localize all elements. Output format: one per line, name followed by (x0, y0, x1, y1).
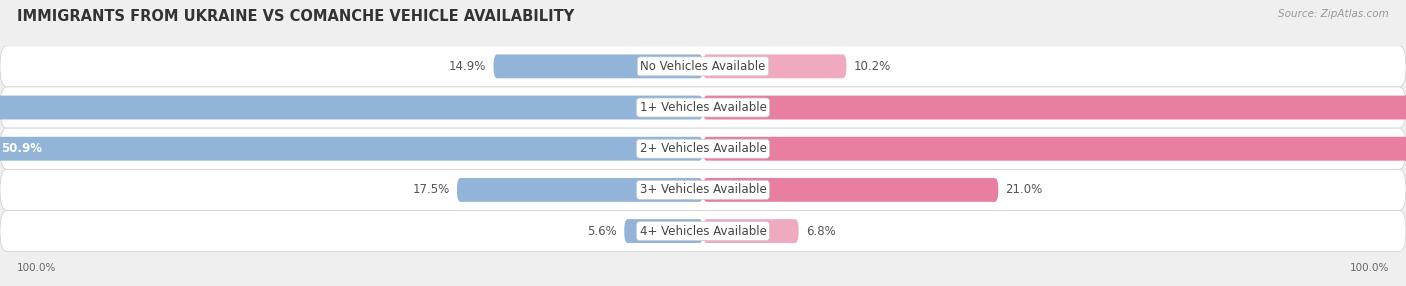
FancyBboxPatch shape (703, 96, 1406, 120)
Text: IMMIGRANTS FROM UKRAINE VS COMANCHE VEHICLE AVAILABILITY: IMMIGRANTS FROM UKRAINE VS COMANCHE VEHI… (17, 9, 574, 23)
Text: 5.6%: 5.6% (588, 225, 617, 238)
Text: 2+ Vehicles Available: 2+ Vehicles Available (640, 142, 766, 155)
Text: 14.9%: 14.9% (449, 60, 486, 73)
Text: 1+ Vehicles Available: 1+ Vehicles Available (640, 101, 766, 114)
FancyBboxPatch shape (703, 137, 1406, 161)
FancyBboxPatch shape (703, 54, 846, 78)
Text: 10.2%: 10.2% (853, 60, 890, 73)
Text: 4+ Vehicles Available: 4+ Vehicles Available (640, 225, 766, 238)
FancyBboxPatch shape (457, 178, 703, 202)
FancyBboxPatch shape (703, 219, 799, 243)
FancyBboxPatch shape (703, 178, 998, 202)
FancyBboxPatch shape (494, 54, 703, 78)
Text: Source: ZipAtlas.com: Source: ZipAtlas.com (1278, 9, 1389, 19)
Text: 50.9%: 50.9% (1, 142, 42, 155)
Text: No Vehicles Available: No Vehicles Available (640, 60, 766, 73)
FancyBboxPatch shape (0, 169, 1406, 210)
Text: 6.8%: 6.8% (806, 225, 835, 238)
FancyBboxPatch shape (0, 87, 1406, 128)
Text: 100.0%: 100.0% (1350, 263, 1389, 273)
Text: 17.5%: 17.5% (413, 183, 450, 196)
FancyBboxPatch shape (0, 46, 1406, 87)
FancyBboxPatch shape (0, 96, 703, 120)
FancyBboxPatch shape (0, 137, 703, 161)
FancyBboxPatch shape (0, 210, 1406, 252)
FancyBboxPatch shape (624, 219, 703, 243)
FancyBboxPatch shape (0, 128, 1406, 169)
Text: 3+ Vehicles Available: 3+ Vehicles Available (640, 183, 766, 196)
Text: 21.0%: 21.0% (1005, 183, 1042, 196)
Text: 100.0%: 100.0% (17, 263, 56, 273)
